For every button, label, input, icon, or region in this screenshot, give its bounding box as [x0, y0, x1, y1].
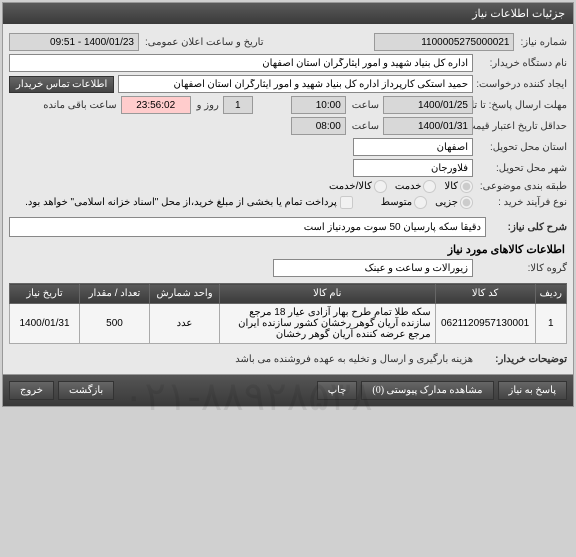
label-general-desc: شرح کلی نیاز: — [490, 222, 567, 233]
checkbox-partial-pay[interactable]: پرداخت تمام یا بخشی از مبلغ خرید،از محل … — [25, 196, 353, 209]
field-pub-datetime — [9, 33, 139, 51]
attachments-button[interactable]: مشاهده مدارک پیوستی (0) — [361, 381, 493, 400]
label-remain: ساعت باقی مانده — [41, 100, 116, 111]
reply-button[interactable]: پاسخ به نیاز — [498, 381, 568, 400]
panel-body: شماره نیاز: تاریخ و ساعت اعلان عمومی: نا… — [3, 24, 573, 374]
main-panel: جزئیات اطلاعات نیاز شماره نیاز: تاریخ و … — [2, 2, 574, 407]
field-creator — [118, 75, 473, 93]
panel-header: جزئیات اطلاعات نیاز — [3, 3, 573, 24]
field-price-date — [383, 117, 473, 135]
radio-both[interactable]: کالا/خدمت — [329, 180, 387, 193]
radio-goods[interactable]: کالا — [444, 180, 473, 193]
label-buyer-org: نام دستگاه خریدار: — [477, 58, 567, 69]
radio-minor[interactable]: جزیی — [435, 196, 473, 209]
field-reply-date — [383, 96, 473, 114]
table-cell: 1400/01/31 — [10, 304, 80, 344]
label-province: استان محل تحویل: — [477, 142, 567, 153]
category-radio-group: کالا خدمت کالا/خدمت — [329, 180, 473, 193]
label-category: طبقه بندی موضوعی: — [477, 181, 567, 192]
table-cell: 1 — [535, 304, 566, 344]
table-cell: 0621120957130001 — [435, 304, 535, 344]
th-name: نام کالا — [220, 284, 436, 304]
table-row: 10621120957130001سکه طلا تمام طرح بهار آ… — [10, 304, 567, 344]
label-need-no: شماره نیاز: — [518, 37, 567, 48]
field-general-desc — [9, 217, 486, 237]
label-days: روز و — [195, 100, 219, 111]
field-need-no — [374, 33, 514, 51]
label-pub-datetime: تاریخ و ساعت اعلان عمومی: — [143, 37, 264, 48]
th-date: تاریخ نیاز — [10, 284, 80, 304]
label-purchase-type: نوع فرآیند خرید : — [477, 197, 567, 208]
field-item-group — [273, 259, 473, 277]
items-table: ردیف کد کالا نام کالا واحد شمارش تعداد /… — [9, 283, 567, 344]
table-cell: سکه طلا تمام طرح بهار آزادی عیار 18 مرجع… — [220, 304, 436, 344]
label-time2: ساعت — [350, 121, 379, 132]
buyer-notes-text: هزینه بارگیری و ارسال و تخلیه به عهده فر… — [233, 354, 473, 365]
panel-title: جزئیات اطلاعات نیاز — [472, 8, 565, 20]
purchase-radio-group: جزیی متوسط — [381, 196, 473, 209]
table-cell: 500 — [80, 304, 150, 344]
label-city: شهر محل تحویل: — [477, 163, 567, 174]
field-price-time — [291, 117, 346, 135]
exit-button[interactable]: خروج — [9, 381, 54, 400]
items-info-title: اطلاعات کالاهای مورد نیاز — [11, 243, 565, 256]
print-button[interactable]: چاپ — [317, 381, 358, 400]
label-creator: ایجاد کننده درخواست: — [477, 79, 567, 90]
footer-bar: پاسخ به نیاز مشاهده مدارک پیوستی (0) چاپ… — [3, 374, 573, 406]
radio-service[interactable]: خدمت — [395, 180, 437, 193]
field-days — [223, 96, 253, 114]
label-buyer-notes: توضیحات خریدار: — [477, 354, 567, 365]
back-button[interactable]: بازگشت — [58, 381, 114, 400]
field-province — [353, 138, 473, 156]
radio-medium[interactable]: متوسط — [381, 196, 427, 209]
field-buyer-org — [9, 54, 473, 72]
label-item-group: گروه کالا: — [477, 263, 567, 274]
table-cell: عدد — [150, 304, 220, 344]
field-city — [353, 159, 473, 177]
th-qty: تعداد / مقدار — [80, 284, 150, 304]
th-code: کد کالا — [435, 284, 535, 304]
th-unit: واحد شمارش — [150, 284, 220, 304]
label-time1: ساعت — [350, 100, 379, 111]
field-reply-time — [291, 96, 346, 114]
contact-info-button[interactable]: اطلاعات تماس خریدار — [9, 76, 114, 93]
field-countdown — [121, 96, 191, 114]
label-price-valid: حداقل تاریخ اعتبار قیمت: تا تاریخ: — [477, 121, 567, 132]
th-row: ردیف — [535, 284, 566, 304]
label-reply-deadline: مهلت ارسال پاسخ: تا تاریخ: — [477, 100, 567, 111]
